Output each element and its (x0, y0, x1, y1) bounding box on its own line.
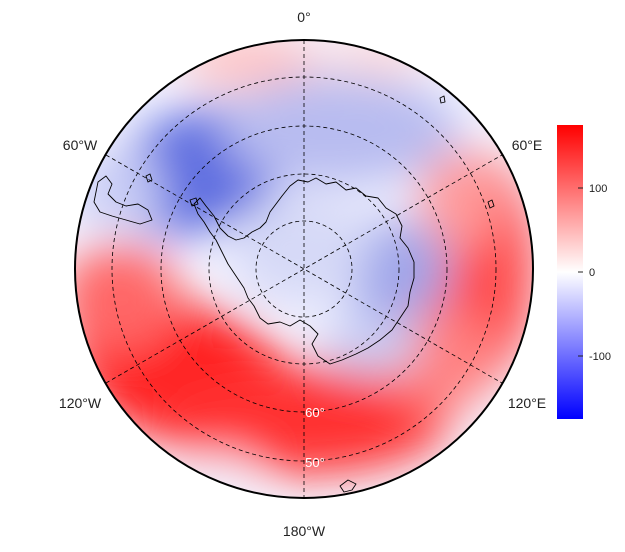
latitude-label-60: 60° (305, 405, 325, 420)
coastline-outlines (93, 95, 495, 493)
colorbar-tick-label: 0 (589, 267, 595, 279)
colorbar-tick-label: -100 (589, 351, 611, 363)
longitude-label-180w: 180°W (283, 523, 326, 539)
colorbar-ticks: 100 0 -100 (578, 183, 611, 363)
longitude-label-120e: 120°E (508, 395, 546, 411)
anomaly-field (75, 40, 533, 498)
latitude-label-50: 50° (305, 455, 325, 470)
new-zealand-coastline (339, 479, 357, 493)
longitude-label-0: 0° (297, 9, 310, 25)
longitude-label-120w: 120°W (59, 395, 102, 411)
south-america-coastline (93, 175, 153, 225)
small-island-coastline (487, 199, 495, 209)
colorbar-tick-label: 100 (589, 183, 607, 195)
small-island-coastline (439, 95, 446, 104)
small-island-coastline (145, 173, 153, 183)
latitude-circle (255, 220, 353, 318)
longitude-labels: 0° 60°W 60°E 120°W 120°E 180°W (59, 9, 546, 539)
map-border (74, 39, 534, 499)
meridian-line (105, 154, 503, 384)
colorbar: 100 0 -100 (557, 125, 611, 419)
longitude-label-60e: 60°E (512, 137, 543, 153)
longitude-label-60w: 60°W (63, 137, 98, 153)
meridian-line (105, 154, 503, 384)
antarctica-coastline (193, 177, 415, 365)
latitude-labels: 60° 50° (305, 405, 325, 470)
graticule (105, 40, 503, 498)
